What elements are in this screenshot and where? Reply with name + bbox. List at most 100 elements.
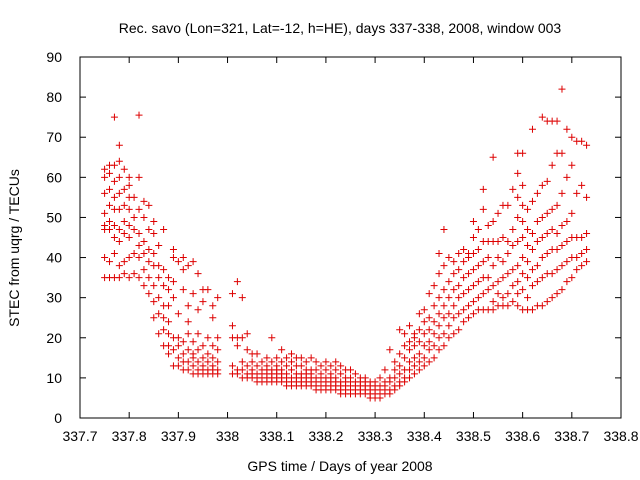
x-tick-label: 338.1: [259, 428, 294, 444]
data-point: [514, 213, 522, 221]
data-point: [583, 229, 591, 237]
data-point: [533, 189, 541, 197]
data-point: [391, 374, 399, 382]
plot-frame: [79, 56, 622, 419]
data-point: [120, 270, 128, 278]
data-point: [435, 294, 443, 302]
data-point: [460, 290, 468, 298]
data-point: [332, 358, 340, 366]
data-point: [140, 197, 148, 205]
data-point: [583, 246, 591, 254]
data-point: [440, 330, 448, 338]
data-point: [538, 254, 546, 262]
data-point: [396, 362, 404, 370]
data-point: [312, 366, 320, 374]
x-tick-label: 338.3: [358, 428, 393, 444]
data-point: [504, 302, 512, 310]
data-point: [420, 330, 428, 338]
data-point: [469, 266, 477, 274]
data-point: [460, 306, 468, 314]
data-point: [558, 85, 566, 93]
data-point: [553, 266, 561, 274]
data-point: [337, 362, 345, 370]
data-point: [583, 141, 591, 149]
data-point: [519, 286, 527, 294]
data-point: [253, 362, 261, 370]
data-point: [110, 177, 118, 185]
data-point: [406, 346, 414, 354]
data-point: [538, 113, 546, 121]
data-point: [558, 189, 566, 197]
data-point: [543, 177, 551, 185]
data-point: [179, 254, 187, 262]
data-point: [489, 217, 497, 225]
data-point: [135, 111, 143, 119]
data-point: [233, 278, 241, 286]
data-point: [519, 149, 527, 157]
data-point: [538, 234, 546, 241]
data-point: [214, 366, 222, 374]
data-point: [204, 286, 212, 294]
data-point: [543, 298, 551, 306]
data-point: [460, 258, 468, 266]
data-point: [563, 125, 571, 133]
data-point: [445, 334, 453, 342]
data-point: [406, 366, 414, 374]
data-point: [563, 258, 571, 266]
data-point: [440, 225, 448, 233]
data-point: [406, 358, 414, 366]
data-point: [165, 302, 173, 310]
data-point: [465, 302, 473, 310]
data-point: [130, 193, 138, 201]
data-point: [238, 366, 246, 374]
data-point: [519, 254, 527, 262]
data-point: [538, 181, 546, 189]
data-point: [425, 290, 433, 298]
data-point: [519, 201, 527, 209]
data-point: [548, 161, 556, 169]
data-point: [450, 258, 458, 266]
data-point: [120, 185, 128, 193]
data-point: [420, 342, 428, 350]
data-point: [184, 262, 192, 270]
data-point: [332, 374, 340, 382]
data-point: [248, 358, 256, 366]
data-point: [160, 326, 168, 334]
data-point: [489, 298, 497, 306]
data-point: [297, 362, 305, 370]
data-point: [410, 362, 418, 370]
data-point: [101, 221, 109, 229]
data-point: [120, 229, 128, 237]
data-series: [101, 85, 591, 402]
data-point: [243, 362, 251, 370]
data-point: [415, 338, 423, 346]
data-point: [450, 314, 458, 322]
data-point: [125, 254, 133, 262]
data-point: [278, 366, 286, 374]
data-point: [179, 350, 187, 358]
data-point: [115, 274, 123, 282]
data-point: [553, 246, 561, 254]
data-point: [145, 258, 153, 266]
data-point: [145, 290, 153, 298]
data-point: [558, 262, 566, 270]
data-point: [283, 362, 291, 370]
data-point: [179, 338, 187, 346]
data-point: [327, 370, 335, 378]
data-point: [228, 290, 236, 298]
data-point: [509, 282, 517, 290]
data-point: [583, 193, 591, 201]
data-point: [391, 366, 399, 374]
data-point: [460, 274, 468, 282]
data-point: [455, 266, 463, 274]
data-point: [263, 354, 271, 362]
data-point: [165, 330, 173, 338]
data-point: [504, 290, 512, 298]
data-point: [214, 294, 222, 302]
data-point: [189, 258, 197, 266]
data-point: [396, 326, 404, 334]
y-tick-label: 90: [46, 49, 62, 65]
data-point: [283, 370, 291, 378]
data-point: [533, 262, 541, 270]
